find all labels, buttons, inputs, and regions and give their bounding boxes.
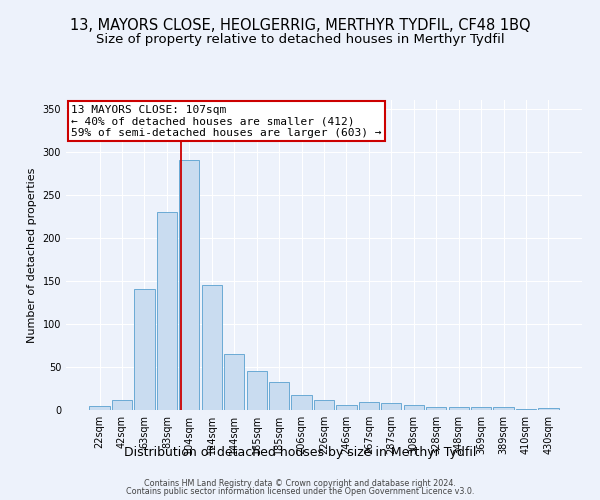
Bar xyxy=(134,290,155,410)
Bar xyxy=(404,405,424,410)
Text: Contains public sector information licensed under the Open Government Licence v3: Contains public sector information licen… xyxy=(126,487,474,496)
Bar xyxy=(493,408,514,410)
Text: Size of property relative to detached houses in Merthyr Tydfil: Size of property relative to detached ho… xyxy=(95,32,505,46)
Bar xyxy=(359,402,379,410)
Bar xyxy=(247,371,267,410)
Bar xyxy=(202,285,222,410)
Bar xyxy=(381,403,401,410)
Bar xyxy=(337,405,356,410)
Bar xyxy=(516,409,536,410)
Bar xyxy=(112,400,132,410)
Bar xyxy=(449,408,469,410)
Bar xyxy=(269,382,289,410)
Bar xyxy=(89,406,110,410)
Bar xyxy=(538,408,559,410)
Bar xyxy=(426,406,446,410)
Text: Contains HM Land Registry data © Crown copyright and database right 2024.: Contains HM Land Registry data © Crown c… xyxy=(144,478,456,488)
Y-axis label: Number of detached properties: Number of detached properties xyxy=(27,168,37,342)
Bar xyxy=(179,160,199,410)
Bar xyxy=(157,212,177,410)
Bar xyxy=(314,400,334,410)
Text: 13 MAYORS CLOSE: 107sqm
← 40% of detached houses are smaller (412)
59% of semi-d: 13 MAYORS CLOSE: 107sqm ← 40% of detache… xyxy=(71,104,382,138)
Text: 13, MAYORS CLOSE, HEOLGERRIG, MERTHYR TYDFIL, CF48 1BQ: 13, MAYORS CLOSE, HEOLGERRIG, MERTHYR TY… xyxy=(70,18,530,32)
Bar xyxy=(471,406,491,410)
Bar xyxy=(292,396,311,410)
Text: Distribution of detached houses by size in Merthyr Tydfil: Distribution of detached houses by size … xyxy=(124,446,476,459)
Bar xyxy=(224,354,244,410)
